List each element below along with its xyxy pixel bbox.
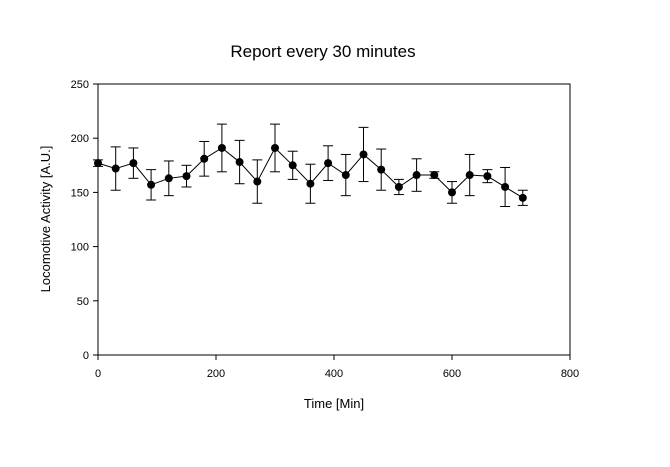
x-tick-label: 0: [95, 368, 101, 380]
data-point: [483, 172, 492, 181]
data-point: [306, 179, 315, 188]
x-tick-label: 600: [443, 368, 461, 380]
x-axis-label: Time [Min]: [304, 396, 364, 411]
data-point: [324, 159, 333, 168]
data-point: [394, 182, 403, 191]
y-axis-ticks: 0 50 100 150 200 250: [71, 79, 98, 362]
data-point: [182, 172, 191, 181]
x-tick-label: 200: [207, 368, 225, 380]
y-tick-label: 50: [77, 296, 89, 308]
data-point: [288, 161, 297, 170]
y-axis-label: Locomotive Activity [A.U.]: [38, 146, 53, 293]
data-point: [164, 174, 173, 183]
data-point: [235, 158, 244, 167]
data-point: [501, 182, 510, 191]
y-tick-label: 200: [71, 133, 89, 145]
y-tick-label: 250: [71, 79, 89, 91]
data-point: [129, 159, 138, 168]
data-point: [217, 143, 226, 152]
x-tick-label: 800: [561, 368, 579, 380]
data-point: [412, 171, 421, 180]
x-tick-label: 400: [325, 368, 343, 380]
series-layer: [93, 123, 528, 207]
data-point: [430, 171, 439, 180]
data-point: [94, 159, 102, 168]
data-point: [111, 164, 120, 173]
data-point: [253, 177, 262, 186]
data-point: [341, 171, 350, 180]
data-point: [359, 150, 368, 159]
y-tick-label: 150: [71, 187, 89, 199]
plot-frame: [97, 83, 571, 356]
data-point: [271, 143, 279, 152]
data-point: [518, 193, 527, 202]
y-tick-label: 0: [83, 350, 89, 362]
chart-title: Report every 30 minutes: [230, 42, 415, 61]
data-point: [147, 180, 156, 189]
data-point: [377, 165, 386, 174]
y-tick-label: 100: [71, 242, 89, 254]
data-point: [200, 154, 209, 163]
data-point: [448, 188, 456, 197]
data-point: [465, 171, 474, 180]
x-axis-ticks: 0 200 400 600 800: [95, 355, 579, 380]
